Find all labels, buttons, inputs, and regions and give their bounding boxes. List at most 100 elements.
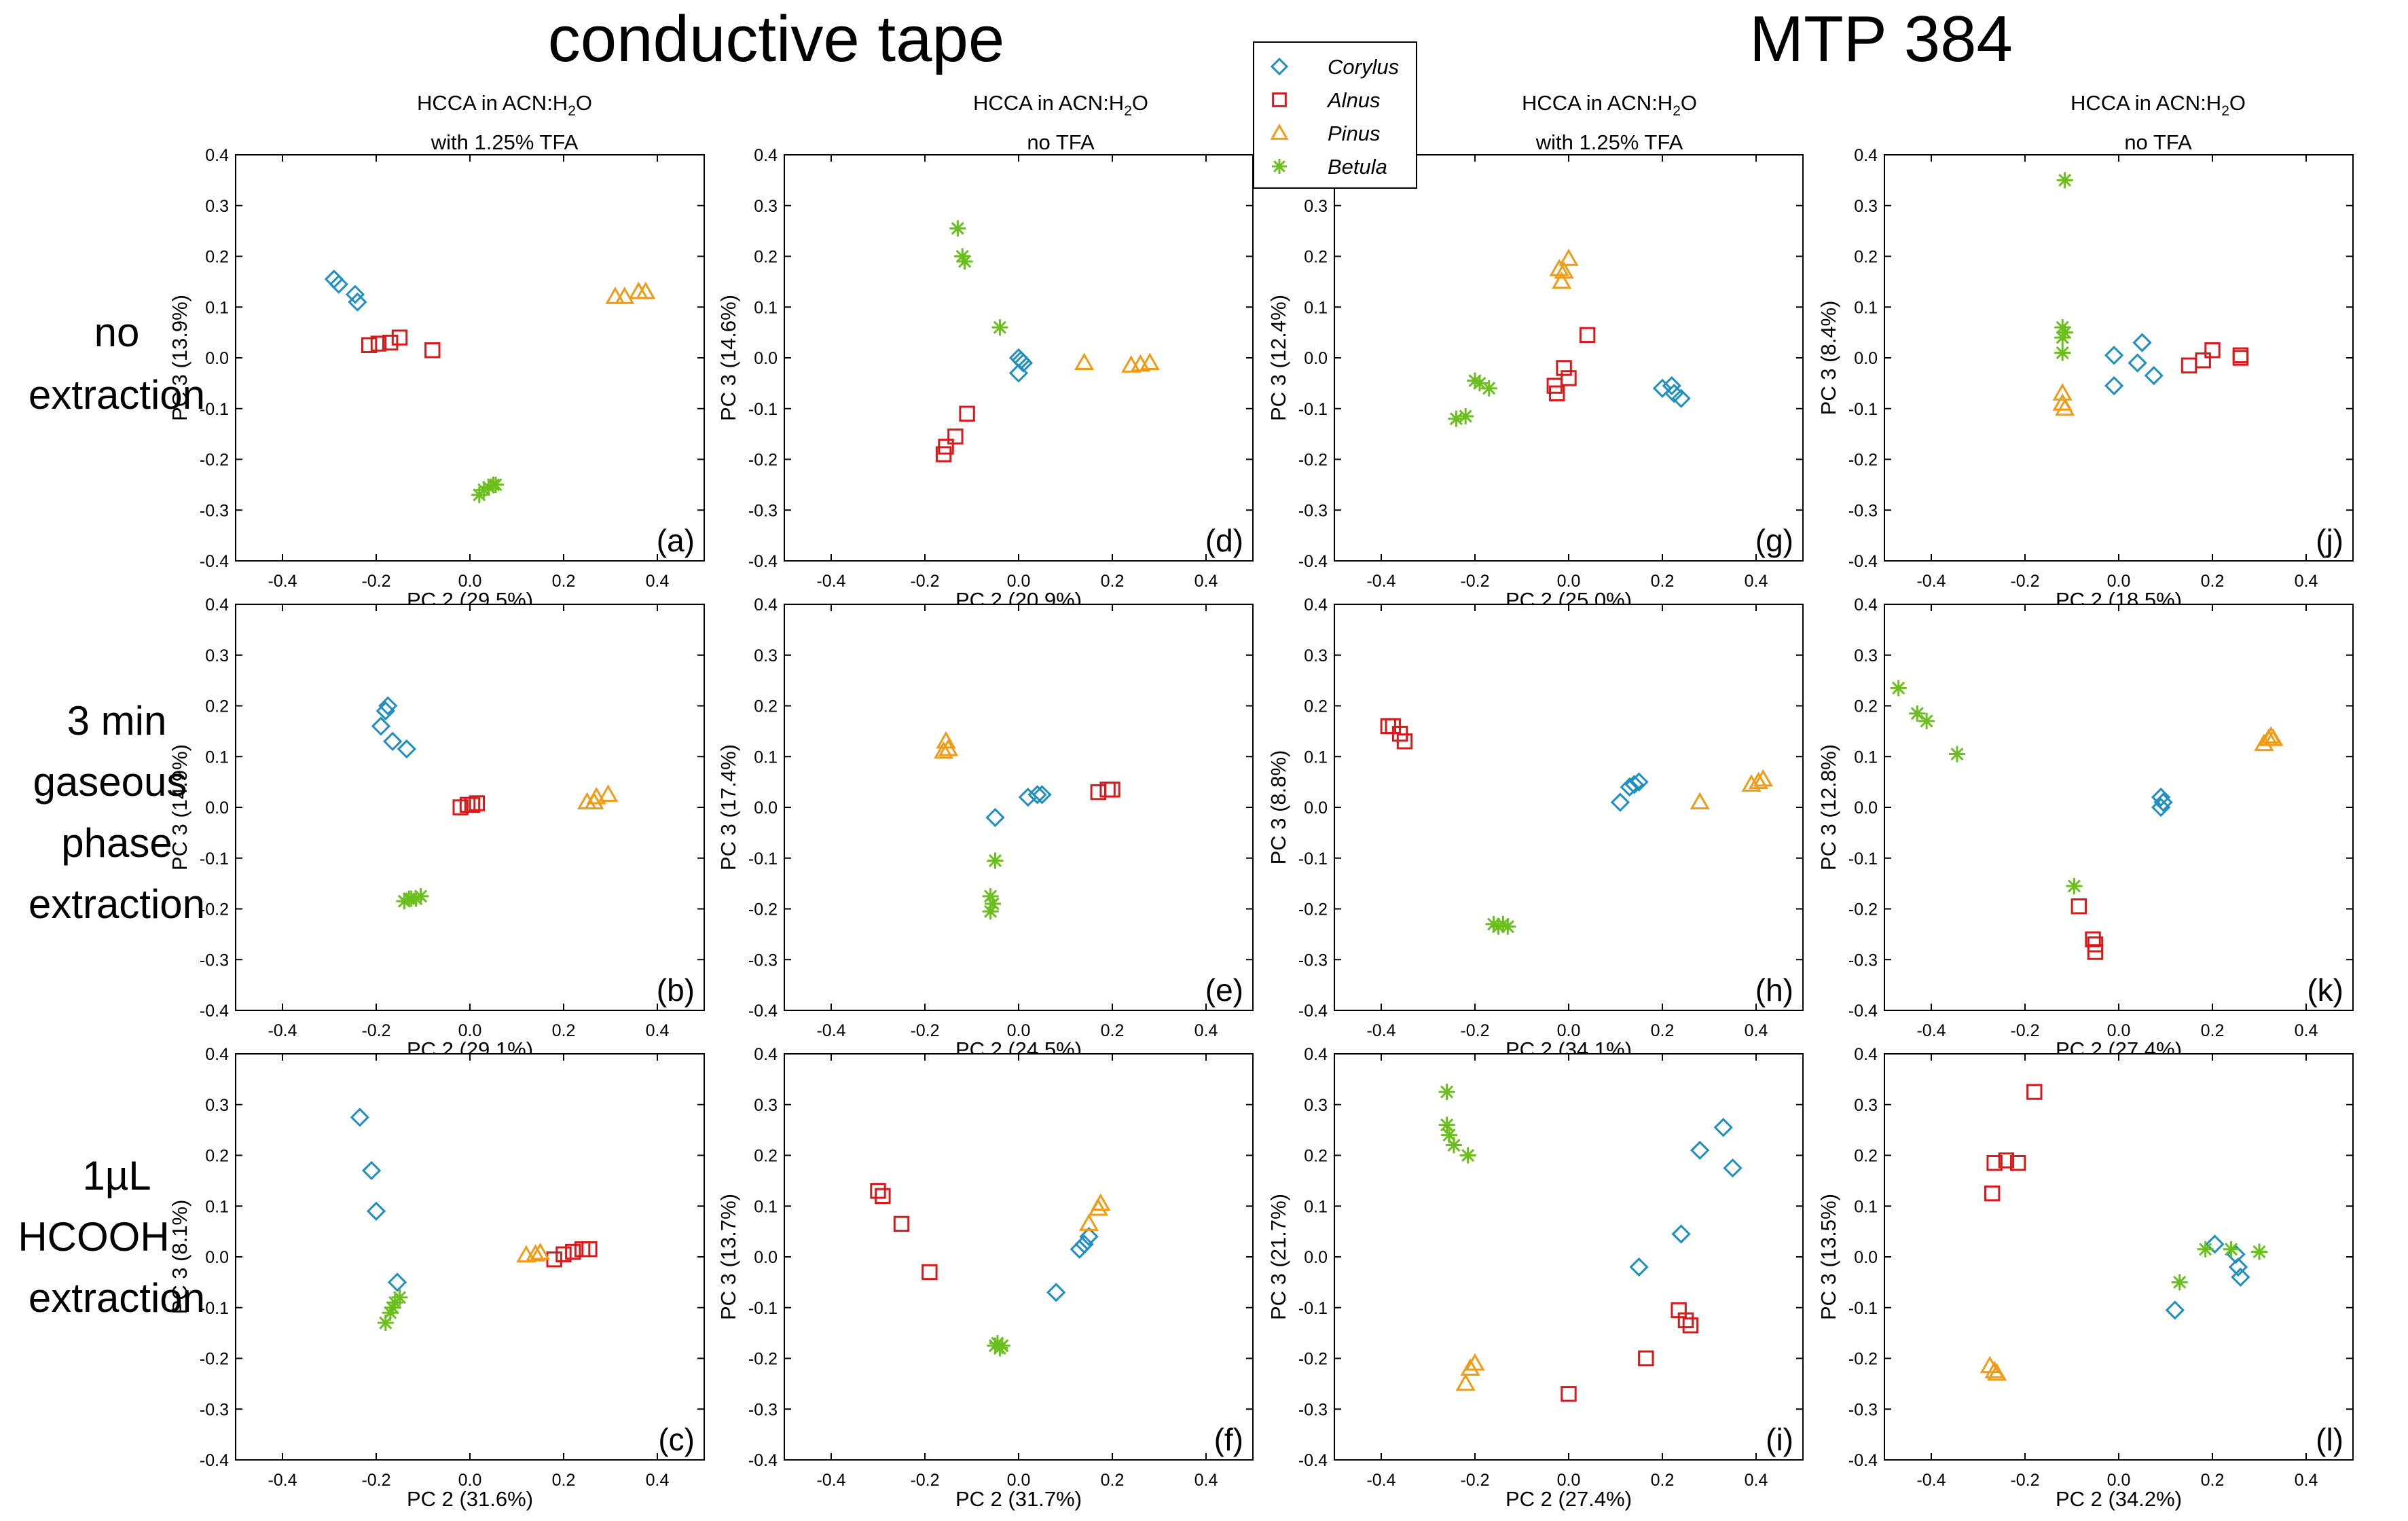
x-tick-label: -0.4 bbox=[1916, 1471, 1946, 1490]
x-axis-label: PC 2 (27.4%) bbox=[1506, 1487, 1632, 1511]
title-text: HCCA in ACN:H bbox=[973, 91, 1124, 115]
heading-conductive-tape: conductive tape bbox=[548, 3, 1004, 75]
series-alnus bbox=[870, 1183, 938, 1281]
column-title-1: HCCA in ACN:H2O with 1.25% TFA bbox=[417, 91, 592, 154]
series-corylus bbox=[1629, 1118, 1743, 1277]
point-pinus bbox=[636, 281, 656, 299]
point-betula bbox=[1909, 705, 1926, 722]
series-pinus bbox=[605, 281, 656, 304]
series-betula bbox=[2171, 1241, 2267, 1291]
x-tick-label: 0.2 bbox=[1651, 572, 1675, 591]
title-text: O bbox=[1681, 91, 1697, 115]
y-tick-label: 0.1 bbox=[754, 748, 778, 767]
column-title-line2: with 1.25% TFA bbox=[1535, 130, 1683, 154]
y-tick-label: 0.1 bbox=[754, 1197, 778, 1216]
title-text: O bbox=[576, 91, 592, 115]
x-tick-label: 0.4 bbox=[1194, 1021, 1218, 1040]
y-axis-label: PC 3 (17.4%) bbox=[716, 744, 740, 871]
point-corylus bbox=[350, 1107, 369, 1127]
y-tick-label: 0.3 bbox=[205, 197, 229, 216]
point-betula bbox=[1490, 918, 1507, 935]
title-subscript: 2 bbox=[1124, 103, 1132, 119]
point-pinus bbox=[1558, 249, 1579, 266]
point-betula bbox=[1471, 375, 1488, 392]
x-axis-label: PC 2 (31.6%) bbox=[407, 1487, 533, 1511]
series-alnus bbox=[2070, 898, 2104, 960]
point-corylus bbox=[1008, 363, 1029, 383]
x-tick-label: -0.2 bbox=[2010, 1471, 2039, 1490]
panel-letter: (b) bbox=[657, 972, 695, 1008]
point-alnus bbox=[1986, 1155, 2003, 1171]
row-label-line: 1µL bbox=[82, 1153, 151, 1198]
x-tick-label: 0.2 bbox=[2201, 572, 2225, 591]
panel-i: -0.4 -0.2 0.0 0.2 0.4 -0.4 -0.3 -0.2 -0.1 0.0 0.1 0… bbox=[1266, 1045, 1804, 1511]
x-tick-label: 0.4 bbox=[1194, 1471, 1218, 1490]
panel-letter: (h) bbox=[1755, 972, 1793, 1008]
series-betula bbox=[1448, 372, 1497, 427]
point-corylus bbox=[1079, 1226, 1099, 1247]
y-tick-label: 0.4 bbox=[754, 595, 778, 615]
y-tick-label: -0.3 bbox=[1848, 1400, 1878, 1419]
y-tick-label: 0.3 bbox=[205, 646, 229, 665]
point-corylus bbox=[1070, 1239, 1089, 1259]
row-label-line: extraction bbox=[29, 1275, 205, 1321]
column-title-line1: HCCA in ACN:H2O bbox=[2070, 91, 2246, 119]
y-tick-label: 0.4 bbox=[205, 146, 229, 165]
point-betula bbox=[475, 481, 492, 498]
series-betula bbox=[949, 220, 1008, 336]
y-tick-label: -0.2 bbox=[1298, 451, 1328, 470]
y-tick-label: -0.3 bbox=[1848, 501, 1878, 520]
y-tick-label: -0.3 bbox=[1848, 951, 1878, 970]
series-pinus bbox=[516, 1242, 551, 1263]
x-tick-label: -0.2 bbox=[2010, 1021, 2039, 1040]
y-tick-label: -0.4 bbox=[200, 1002, 229, 1021]
x-tick-label: -0.2 bbox=[1460, 572, 1489, 591]
y-tick-label: 0.2 bbox=[754, 697, 778, 716]
point-betula bbox=[982, 903, 999, 920]
x-tick-label: -0.2 bbox=[910, 1471, 939, 1490]
point-alnus bbox=[1561, 1386, 1577, 1402]
y-tick-label: 0.3 bbox=[205, 1096, 229, 1115]
point-betula bbox=[1438, 1084, 1455, 1101]
series-betula bbox=[982, 852, 1004, 920]
panel-letter: (e) bbox=[1205, 972, 1243, 1008]
x-tick-label: 0.0 bbox=[1007, 572, 1031, 591]
x-tick-label: -0.2 bbox=[1460, 1471, 1489, 1490]
x-tick-label: 0.4 bbox=[646, 1021, 670, 1040]
series-corylus bbox=[1008, 348, 1034, 383]
y-tick-label: -0.4 bbox=[1848, 1002, 1878, 1021]
y-tick-label: 0.2 bbox=[754, 1147, 778, 1166]
point-pinus bbox=[1552, 271, 1572, 289]
point-betula bbox=[382, 1304, 399, 1321]
x-tick-label: 0.0 bbox=[1557, 1021, 1581, 1040]
x-tick-label: -0.4 bbox=[268, 572, 297, 591]
scatter-panels: -0.4 -0.2 0.0 0.2 0.4 -0.4 -0.3 -0.2 -0.1 0.0 0.1 0… bbox=[168, 146, 2354, 1511]
y-tick-label: -0.2 bbox=[1848, 900, 1878, 919]
legend-marker-alnus bbox=[1272, 92, 1287, 107]
y-axis-label: PC 3 (12.8%) bbox=[1817, 744, 1840, 871]
x-tick-label: 0.2 bbox=[1101, 572, 1125, 591]
y-tick-label: -0.1 bbox=[1298, 1299, 1328, 1318]
title-subscript: 2 bbox=[568, 103, 576, 119]
point-corylus bbox=[1074, 1234, 1094, 1254]
point-betula bbox=[2171, 1274, 2188, 1291]
y-tick-label: -0.1 bbox=[200, 849, 229, 868]
y-tick-label: 0.4 bbox=[1304, 1045, 1328, 1064]
row-label-gaseous-extraction: 3 min gaseous phase extraction bbox=[29, 698, 205, 927]
point-corylus bbox=[1671, 388, 1691, 408]
series-corylus bbox=[2104, 333, 2164, 396]
series-alnus bbox=[452, 795, 486, 816]
series-pinus bbox=[1455, 1353, 1485, 1391]
y-tick-label: 0.0 bbox=[205, 799, 229, 818]
panel-l: -0.4 -0.2 0.0 0.2 0.4 -0.4 -0.3 -0.2 -0.1 0.0 0.1 0… bbox=[1817, 1045, 2354, 1511]
point-alnus bbox=[382, 334, 399, 351]
y-tick-label: 0.2 bbox=[1854, 1147, 1878, 1166]
point-pinus bbox=[1078, 1213, 1099, 1231]
point-betula bbox=[1485, 915, 1502, 932]
point-betula bbox=[2054, 329, 2071, 346]
y-tick-label: 0.0 bbox=[1304, 349, 1328, 368]
point-corylus bbox=[1713, 1118, 1733, 1137]
x-tick-label: -0.2 bbox=[1460, 1021, 1489, 1040]
y-tick-label: -0.1 bbox=[1848, 849, 1878, 868]
point-corylus bbox=[2231, 1267, 2250, 1287]
